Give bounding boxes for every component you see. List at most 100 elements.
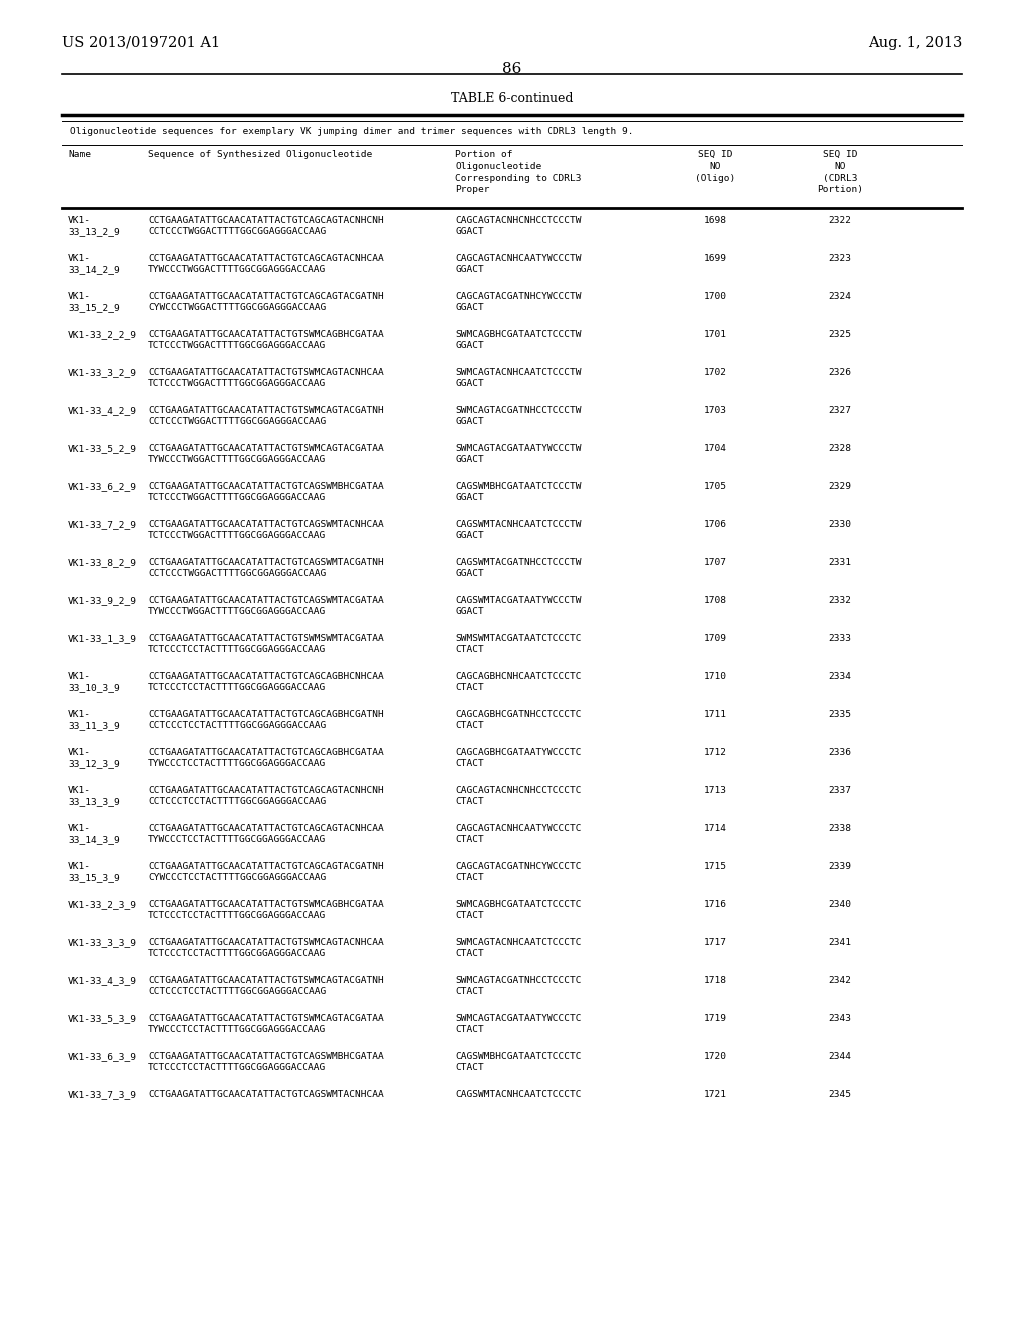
Text: Oligonucleotide sequences for exemplary VK jumping dimer and trimer sequences wi: Oligonucleotide sequences for exemplary … [70,127,634,136]
Text: VK1-33_9_2_9: VK1-33_9_2_9 [68,597,137,605]
Text: VK1-33_2_3_9: VK1-33_2_3_9 [68,900,137,909]
Text: VK1-33_7_3_9: VK1-33_7_3_9 [68,1090,137,1100]
Text: 2335: 2335 [828,710,852,719]
Text: VK1-
33_15_3_9: VK1- 33_15_3_9 [68,862,120,882]
Text: SEQ ID
NO
(Oligo): SEQ ID NO (Oligo) [695,150,735,182]
Text: 2323: 2323 [828,253,852,263]
Text: 2333: 2333 [828,634,852,643]
Text: CCTGAAGATATTGCAACATATTACTGTCAGCAGTACGATNH
CYWCCCTWGGACTTTTGGCGGAGGGACCAAG: CCTGAAGATATTGCAACATATTACTGTCAGCAGTACGATN… [148,292,384,312]
Text: VK1-33_5_3_9: VK1-33_5_3_9 [68,1014,137,1023]
Text: 1711: 1711 [703,710,726,719]
Text: 1709: 1709 [703,634,726,643]
Text: SWMCAGBHCGATAATCTCCCTW
GGACT: SWMCAGBHCGATAATCTCCCTW GGACT [455,330,582,350]
Text: 1710: 1710 [703,672,726,681]
Text: 2334: 2334 [828,672,852,681]
Text: CAGSWMTACGATNHCCTCCCTW
GGACT: CAGSWMTACGATNHCCTCCCTW GGACT [455,558,582,578]
Text: CCTGAAGATATTGCAACATATTACTGTCAGSWMTACNHCAA
TCTCCCTWGGACTTTTGGCGGAGGGACCAAG: CCTGAAGATATTGCAACATATTACTGTCAGSWMTACNHCA… [148,520,384,540]
Text: CCTGAAGATATTGCAACATATTACTGTCAGCAGBHCNHCAA
TCTCCCTCCTACTTTTGGCGGAGGGACCAAG: CCTGAAGATATTGCAACATATTACTGTCAGCAGBHCNHCA… [148,672,384,692]
Text: 1717: 1717 [703,939,726,946]
Text: CCTGAAGATATTGCAACATATTACTGTSWMCAGBHCGATAA
TCTCCCTCCTACTTTTGGCGGAGGGACCAAG: CCTGAAGATATTGCAACATATTACTGTSWMCAGBHCGATA… [148,900,384,920]
Text: SWMCAGBHCGATAATCTCCCTC
CTACT: SWMCAGBHCGATAATCTCCCTC CTACT [455,900,582,920]
Text: CCTGAAGATATTGCAACATATTACTGTCAGCAGTACNHCNH
CCTCCCTWGGACTTTTGGCGGAGGGACCAAG: CCTGAAGATATTGCAACATATTACTGTCAGCAGTACNHCN… [148,216,384,236]
Text: 1716: 1716 [703,900,726,909]
Text: 2332: 2332 [828,597,852,605]
Text: SWMSWMTACGATAATCTCCCTC
CTACT: SWMSWMTACGATAATCTCCCTC CTACT [455,634,582,655]
Text: CAGCAGTACNHCAATYWCCCTC
CTACT: CAGCAGTACNHCAATYWCCCTC CTACT [455,824,582,843]
Text: SWMCAGTACNHCAATCTCCCTC
CTACT: SWMCAGTACNHCAATCTCCCTC CTACT [455,939,582,958]
Text: 2322: 2322 [828,216,852,224]
Text: CAGSWMTACGATAATYWCCCTW
GGACT: CAGSWMTACGATAATYWCCCTW GGACT [455,597,582,616]
Text: CCTGAAGATATTGCAACATATTACTGTCAGSWMBHCGATAA
TCTCCCTWGGACTTTTGGCGGAGGGACCAAG: CCTGAAGATATTGCAACATATTACTGTCAGSWMBHCGATA… [148,482,384,502]
Text: CCTGAAGATATTGCAACATATTACTGTCAGCAGTACNHCAA
TYWCCCTCCTACTTTTGGCGGAGGGACCAAG: CCTGAAGATATTGCAACATATTACTGTCAGCAGTACNHCA… [148,824,384,843]
Text: CAGCAGTACGATNHCYWCCCTW
GGACT: CAGCAGTACGATNHCYWCCCTW GGACT [455,292,582,312]
Text: VK1-33_1_3_9: VK1-33_1_3_9 [68,634,137,643]
Text: Name: Name [68,150,91,158]
Text: Sequence of Synthesized Oligonucleotide: Sequence of Synthesized Oligonucleotide [148,150,373,158]
Text: 1713: 1713 [703,785,726,795]
Text: 1720: 1720 [703,1052,726,1061]
Text: 1703: 1703 [703,407,726,414]
Text: 1706: 1706 [703,520,726,529]
Text: 1707: 1707 [703,558,726,568]
Text: CCTGAAGATATTGCAACATATTACTGTSWMCAGTACNHCAA
TCTCCCTWGGACTTTTGGCGGAGGGACCAAG: CCTGAAGATATTGCAACATATTACTGTSWMCAGTACNHCA… [148,368,384,388]
Text: VK1-
33_14_3_9: VK1- 33_14_3_9 [68,824,120,843]
Text: 1708: 1708 [703,597,726,605]
Text: 1715: 1715 [703,862,726,871]
Text: CCTGAAGATATTGCAACATATTACTGTSWMCAGTACGATNH
CCTCCCTCCTACTTTTGGCGGAGGGACCAAG: CCTGAAGATATTGCAACATATTACTGTSWMCAGTACGATN… [148,975,384,997]
Text: SWMCAGTACNHCAATCTCCCTW
GGACT: SWMCAGTACNHCAATCTCCCTW GGACT [455,368,582,388]
Text: 2329: 2329 [828,482,852,491]
Text: VK1-33_4_3_9: VK1-33_4_3_9 [68,975,137,985]
Text: VK1-
33_13_3_9: VK1- 33_13_3_9 [68,785,120,807]
Text: 2341: 2341 [828,939,852,946]
Text: CCTGAAGATATTGCAACATATTACTGTCAGCAGTACGATNH
CYWCCCTCCTACTTTTGGCGGAGGGACCAAG: CCTGAAGATATTGCAACATATTACTGTCAGCAGTACGATN… [148,862,384,882]
Text: 2343: 2343 [828,1014,852,1023]
Text: 1704: 1704 [703,444,726,453]
Text: CAGCAGBHCNHCAATCTCCCTC
CTACT: CAGCAGBHCNHCAATCTCCCTC CTACT [455,672,582,692]
Text: 2336: 2336 [828,748,852,756]
Text: US 2013/0197201 A1: US 2013/0197201 A1 [62,36,220,50]
Text: CCTGAAGATATTGCAACATATTACTGTSWMCAGTACGATNH
CCTCCCTWGGACTTTTGGCGGAGGGACCAAG: CCTGAAGATATTGCAACATATTACTGTSWMCAGTACGATN… [148,407,384,426]
Text: TABLE 6-continued: TABLE 6-continued [451,92,573,106]
Text: 2344: 2344 [828,1052,852,1061]
Text: VK1-
33_14_2_9: VK1- 33_14_2_9 [68,253,120,275]
Text: 1714: 1714 [703,824,726,833]
Text: SWMCAGTACGATAATYWCCCTW
GGACT: SWMCAGTACGATAATYWCCCTW GGACT [455,444,582,465]
Text: CCTGAAGATATTGCAACATATTACTGTCAGSWMTACGATNH
CCTCCCTWGGACTTTTGGCGGAGGGACCAAG: CCTGAAGATATTGCAACATATTACTGTCAGSWMTACGATN… [148,558,384,578]
Text: 1699: 1699 [703,253,726,263]
Text: VK1-33_8_2_9: VK1-33_8_2_9 [68,558,137,568]
Text: 2326: 2326 [828,368,852,378]
Text: Portion of
Oligonucleotide
Corresponding to CDRL3
Proper: Portion of Oligonucleotide Corresponding… [455,150,582,194]
Text: 2338: 2338 [828,824,852,833]
Text: VK1-33_7_2_9: VK1-33_7_2_9 [68,520,137,529]
Text: CAGCAGBHCGATNHCCTCCCTC
CTACT: CAGCAGBHCGATNHCCTCCCTC CTACT [455,710,582,730]
Text: CAGSWMTACNHCAATCTCCCTW
GGACT: CAGSWMTACNHCAATCTCCCTW GGACT [455,520,582,540]
Text: VK1-33_5_2_9: VK1-33_5_2_9 [68,444,137,453]
Text: 1701: 1701 [703,330,726,339]
Text: CAGSWMBHCGATAATCTCCCTC
CTACT: CAGSWMBHCGATAATCTCCCTC CTACT [455,1052,582,1072]
Text: 2328: 2328 [828,444,852,453]
Text: VK1-33_3_3_9: VK1-33_3_3_9 [68,939,137,946]
Text: CCTGAAGATATTGCAACATATTACTGTSWMSWMTACGATAA
TCTCCCTCCTACTTTTGGCGGAGGGACCAAG: CCTGAAGATATTGCAACATATTACTGTSWMSWMTACGATA… [148,634,384,655]
Text: 1712: 1712 [703,748,726,756]
Text: VK1-33_2_2_9: VK1-33_2_2_9 [68,330,137,339]
Text: VK1-
33_11_3_9: VK1- 33_11_3_9 [68,710,120,730]
Text: 2342: 2342 [828,975,852,985]
Text: 2324: 2324 [828,292,852,301]
Text: 2330: 2330 [828,520,852,529]
Text: 1719: 1719 [703,1014,726,1023]
Text: CAGSWMBHCGATAATCTCCCTW
GGACT: CAGSWMBHCGATAATCTCCCTW GGACT [455,482,582,502]
Text: 1700: 1700 [703,292,726,301]
Text: VK1-33_4_2_9: VK1-33_4_2_9 [68,407,137,414]
Text: VK1-
33_15_2_9: VK1- 33_15_2_9 [68,292,120,312]
Text: CCTGAAGATATTGCAACATATTACTGTSWMCAGTACGATAA
TYWCCCTWGGACTTTTGGCGGAGGGACCAAG: CCTGAAGATATTGCAACATATTACTGTSWMCAGTACGATA… [148,444,384,465]
Text: 2327: 2327 [828,407,852,414]
Text: CCTGAAGATATTGCAACATATTACTGTCAGSWMTACNHCAA: CCTGAAGATATTGCAACATATTACTGTCAGSWMTACNHCA… [148,1090,384,1100]
Text: 1705: 1705 [703,482,726,491]
Text: 2337: 2337 [828,785,852,795]
Text: 1718: 1718 [703,975,726,985]
Text: VK1-
33_12_3_9: VK1- 33_12_3_9 [68,748,120,768]
Text: 2325: 2325 [828,330,852,339]
Text: CAGCAGBHCGATAATYWCCCTC
CTACT: CAGCAGBHCGATAATYWCCCTC CTACT [455,748,582,768]
Text: Aug. 1, 2013: Aug. 1, 2013 [867,36,962,50]
Text: CCTGAAGATATTGCAACATATTACTGTCAGCAGBHCGATNH
CCTCCCTCCTACTTTTGGCGGAGGGACCAAG: CCTGAAGATATTGCAACATATTACTGTCAGCAGBHCGATN… [148,710,384,730]
